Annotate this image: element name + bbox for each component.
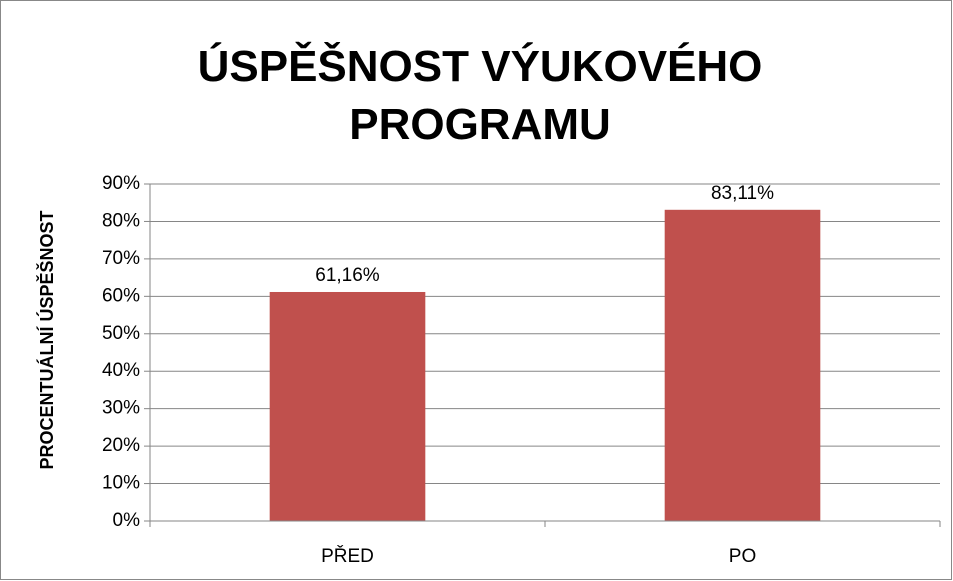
data-label: 61,16% [315, 265, 380, 286]
y-tick-label: 30% [102, 398, 140, 419]
y-tick-label: 0% [113, 510, 141, 531]
x-tick-label: PO [729, 546, 756, 567]
y-tick-label: 60% [102, 285, 140, 306]
y-tick-label: 80% [102, 210, 140, 231]
x-tick-label: PŘED [321, 545, 374, 567]
bar [269, 291, 426, 521]
data-label: 83,11% [711, 183, 774, 204]
y-tick-label: 40% [102, 360, 140, 381]
y-tick-label: 10% [102, 473, 140, 494]
y-axis-label: PROCENTUÁLNÍ ÚSPĚŠNOST [36, 210, 57, 469]
bar [664, 209, 821, 521]
y-tick-label: 90% [102, 173, 140, 194]
chart-title: ÚSPĚŠNOST VÝUKOVÉHO PROGRAMU [197, 42, 763, 149]
y-tick-label: 50% [102, 323, 140, 344]
y-tick-label: 20% [102, 435, 140, 456]
y-tick-label: 70% [102, 248, 140, 269]
